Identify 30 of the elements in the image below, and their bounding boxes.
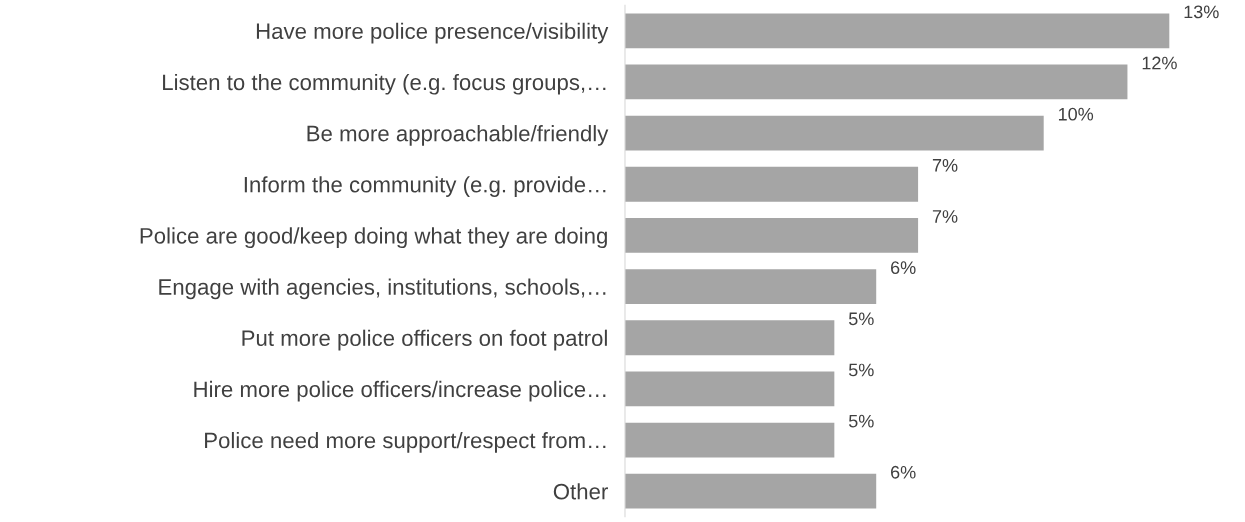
data-label: 5% bbox=[848, 414, 874, 428]
bar bbox=[624, 473, 877, 509]
bar bbox=[624, 13, 1170, 49]
y-tick-label: Police are good/keep doing what they are doing bbox=[140, 227, 607, 249]
bar bbox=[624, 64, 1128, 100]
data-label: 5% bbox=[848, 312, 874, 326]
y-tick-label: Listen to the community (e.g. focus groups,… bbox=[163, 73, 606, 95]
data-label: 5% bbox=[848, 363, 874, 377]
y-tick-label: Other bbox=[553, 483, 608, 500]
y-tick-label: Engage with agencies, institutions, schools,… bbox=[159, 278, 606, 300]
data-label: 12% bbox=[1142, 56, 1177, 70]
y-tick-label: Have more police presence/visibility bbox=[256, 22, 609, 44]
bar bbox=[624, 115, 1044, 151]
bar bbox=[624, 320, 835, 356]
y-tick-label: Police need more support/respect from… bbox=[205, 431, 606, 453]
y-tick-label: Put more police officers on foot patrol bbox=[242, 329, 607, 351]
bar bbox=[624, 422, 835, 458]
data-label: 10% bbox=[1058, 107, 1094, 121]
y-tick-label: Inform the community (e.g. provide… bbox=[244, 176, 606, 197]
data-label: 7% bbox=[932, 210, 958, 223]
bar bbox=[624, 218, 919, 253]
data-label: 6% bbox=[891, 465, 916, 479]
data-label: 7% bbox=[932, 159, 958, 172]
data-label: 6% bbox=[891, 261, 916, 275]
bar bbox=[624, 371, 835, 407]
data-label: 13% bbox=[1184, 5, 1219, 19]
y-tick-label: Hire more police officers/increase police… bbox=[194, 380, 606, 402]
bar bbox=[624, 166, 919, 202]
y-tick-label: Be more approachable/friendly bbox=[307, 125, 609, 146]
bar bbox=[624, 269, 877, 304]
